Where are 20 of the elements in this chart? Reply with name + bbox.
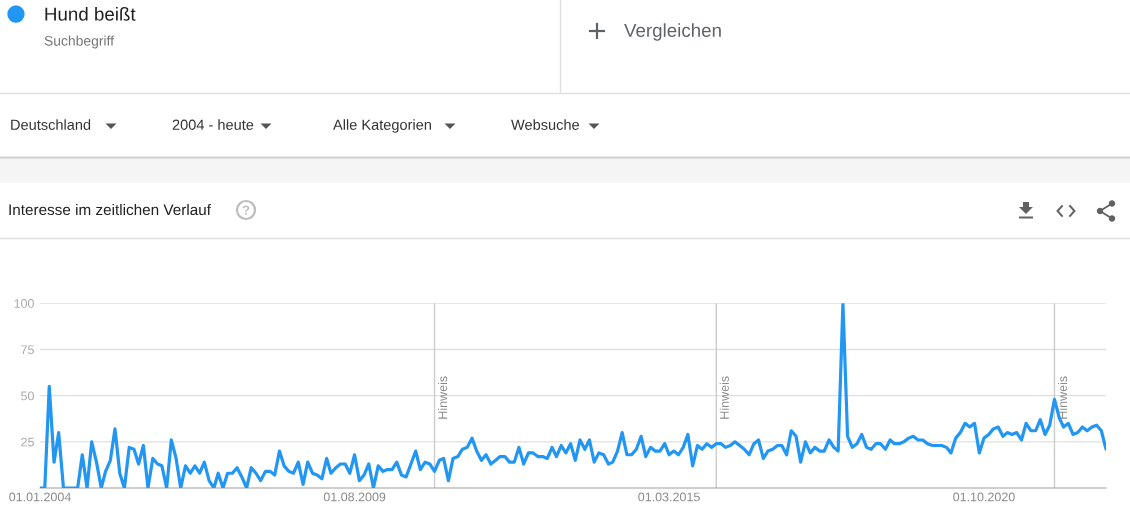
x-tick-label: 01.08.2009 [323, 492, 386, 502]
x-tick-label: 01.10.2020 [953, 492, 1015, 502]
x-tick-label: 01.01.2004 [9, 492, 71, 502]
text: Deutschland [11, 119, 91, 130]
ref-line-label: Hinweis [719, 376, 729, 419]
x-tick-label: 01.03.2015 [638, 492, 700, 502]
y-tick-label: 50 [21, 391, 34, 401]
text: Vergleichen [624, 23, 721, 41]
text: 2004 - heute [172, 119, 254, 130]
line-series [40, 303, 1106, 488]
y-tick-label: 75 [21, 345, 34, 355]
chart-title: Interesse im zeitlichen Verlauf [9, 203, 211, 216]
text: Alle Kategorien [333, 119, 431, 133]
ref-line-label: Hinweis [438, 376, 448, 419]
y-tick-label: 100 [14, 299, 34, 308]
ref-line-label: Hinweis [1057, 376, 1068, 419]
y-tick-label: 25 [21, 437, 34, 447]
text: Websuche [511, 119, 579, 130]
legend-label: Hund beißt [45, 7, 136, 21]
text: Suchbegriff [44, 35, 115, 49]
